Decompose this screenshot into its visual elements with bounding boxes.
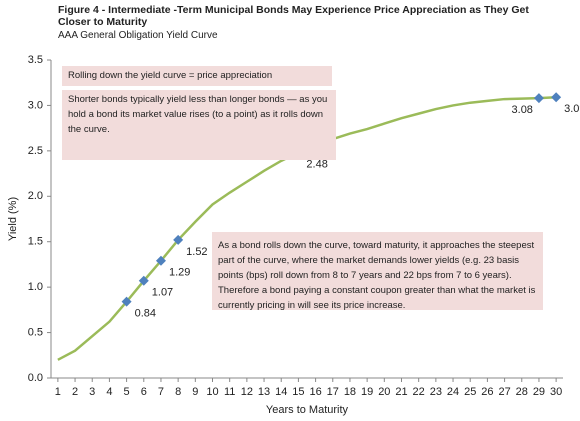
x-tick-label: 5 [124, 386, 130, 398]
x-tick-label: 16 [309, 386, 321, 398]
data-label: 2.48 [306, 159, 327, 171]
x-tick-label: 2 [72, 386, 78, 398]
data-label: 3.08 [512, 104, 533, 116]
chart-subtitle: AAA General Obligation Yield Curve [58, 30, 218, 41]
marker [138, 275, 149, 286]
x-tick-label: 18 [344, 386, 356, 398]
marker [551, 92, 562, 103]
y-tick-label: 3.5 [28, 54, 43, 66]
x-tick-label: 20 [378, 386, 390, 398]
y-tick-label: 1.5 [28, 236, 43, 248]
marker [121, 296, 132, 307]
x-tick-label: 12 [241, 386, 253, 398]
x-axis-label: Years to Maturity [266, 404, 349, 416]
x-tick-label: 8 [175, 386, 181, 398]
x-tick-label: 17 [327, 386, 339, 398]
marker [533, 93, 544, 104]
x-tick-label: 7 [158, 386, 164, 398]
data-label: 3.09 [564, 103, 580, 115]
x-tick-label: 21 [395, 386, 407, 398]
x-tick-label: 11 [224, 386, 235, 398]
y-tick-label: 2.5 [28, 145, 43, 157]
x-tick-label: 3 [89, 386, 95, 398]
data-label: 1.07 [152, 287, 173, 299]
x-tick-label: 30 [550, 386, 562, 398]
y-tick-label: 0.5 [28, 326, 43, 338]
x-tick-label: 9 [192, 386, 198, 398]
x-tick-label: 13 [258, 386, 270, 398]
y-axis-label: Yield (%) [7, 197, 19, 241]
data-label: 1.29 [169, 267, 190, 279]
annotation: Shorter bonds typically yield less than … [62, 90, 336, 160]
x-tick-label: 25 [464, 386, 476, 398]
x-tick-label: 15 [292, 386, 304, 398]
x-tick-label: 22 [413, 386, 425, 398]
annotation: As a bond rolls down the curve, toward m… [212, 232, 543, 311]
data-label: 1.52 [186, 246, 207, 258]
y-tick-label: 2.0 [28, 190, 43, 202]
x-tick-label: 24 [447, 386, 459, 398]
chart-title: Figure 4 - Intermediate -Term Municipal … [58, 4, 529, 28]
x-tick-label: 23 [430, 386, 442, 398]
x-tick-label: 27 [498, 386, 510, 398]
data-label: 0.84 [135, 308, 156, 320]
marker [155, 255, 166, 266]
x-tick-label: 14 [275, 386, 287, 398]
y-tick-label: 1.0 [28, 281, 43, 293]
x-tick-label: 28 [516, 386, 528, 398]
y-tick-label: 3.0 [28, 99, 43, 111]
marker [173, 234, 184, 245]
y-tick-label: 0.0 [28, 372, 43, 384]
x-tick-label: 6 [141, 386, 147, 398]
x-tick-label: 4 [106, 386, 112, 398]
annotation: Rolling down the yield curve = price app… [62, 66, 332, 86]
x-tick-label: 1 [55, 386, 61, 398]
x-tick-label: 10 [206, 386, 218, 398]
x-tick-label: 19 [361, 386, 373, 398]
x-tick-label: 29 [533, 386, 545, 398]
x-tick-label: 26 [481, 386, 493, 398]
